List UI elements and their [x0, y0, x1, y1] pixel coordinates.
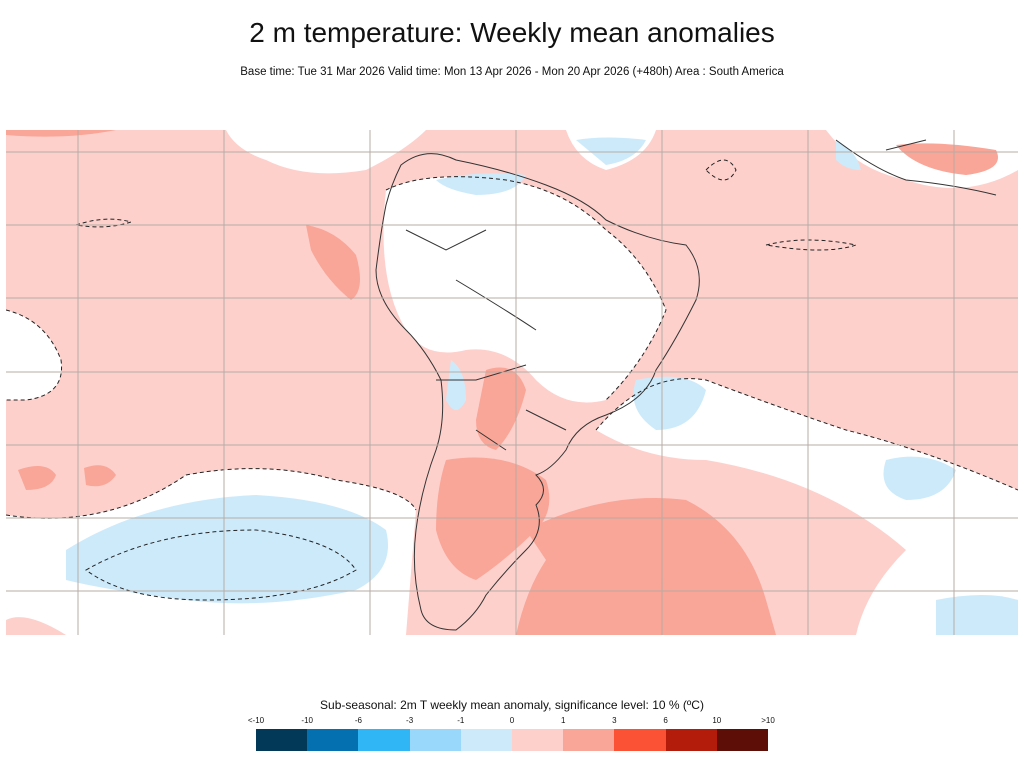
legend-tick-label: -10	[301, 716, 313, 725]
coastlines-borders	[375, 139, 997, 631]
legend-tick-label: -1	[457, 716, 465, 725]
subtitle: Base time: Tue 31 Mar 2026 Valid time: M…	[240, 66, 784, 78]
legend-swatch	[256, 729, 308, 751]
legend-tick-label: 10	[712, 716, 722, 725]
significance-contours	[6, 159, 1018, 601]
warm-anomaly-areas	[6, 130, 998, 635]
legend-tick-label: 3	[612, 716, 617, 725]
legend-tick-label: 0	[509, 716, 515, 725]
legend-swatch	[716, 729, 768, 751]
color-legend	[256, 729, 768, 751]
anomaly-map	[6, 130, 1018, 635]
legend-ticks: <-10 -10 -6 -3 -1 0 1 3 6 10 >10	[248, 716, 775, 726]
legend-title: Sub-seasonal: 2m T weekly mean anomaly, …	[320, 698, 704, 712]
legend-swatch	[511, 729, 564, 751]
legend-tick-label: -3	[406, 716, 414, 725]
cool-anomaly-areas	[66, 137, 1018, 635]
legend-swatch	[460, 729, 512, 751]
legend-tick-label: -6	[354, 716, 362, 725]
legend-swatch	[307, 729, 359, 751]
legend-tick-label: 1	[560, 716, 566, 725]
page-title: 2 m temperature: Weekly mean anomalies	[249, 17, 775, 48]
legend-tick-label: <-10	[247, 716, 265, 725]
legend-tick-label: 6	[663, 716, 668, 725]
grid-lines	[6, 130, 1018, 635]
legend-swatch	[563, 729, 615, 751]
legend-swatch	[409, 729, 461, 751]
legend-tick-label: >10	[761, 716, 775, 725]
legend-swatch	[614, 729, 666, 751]
legend-swatch	[358, 729, 410, 751]
legend-swatch	[665, 729, 717, 751]
